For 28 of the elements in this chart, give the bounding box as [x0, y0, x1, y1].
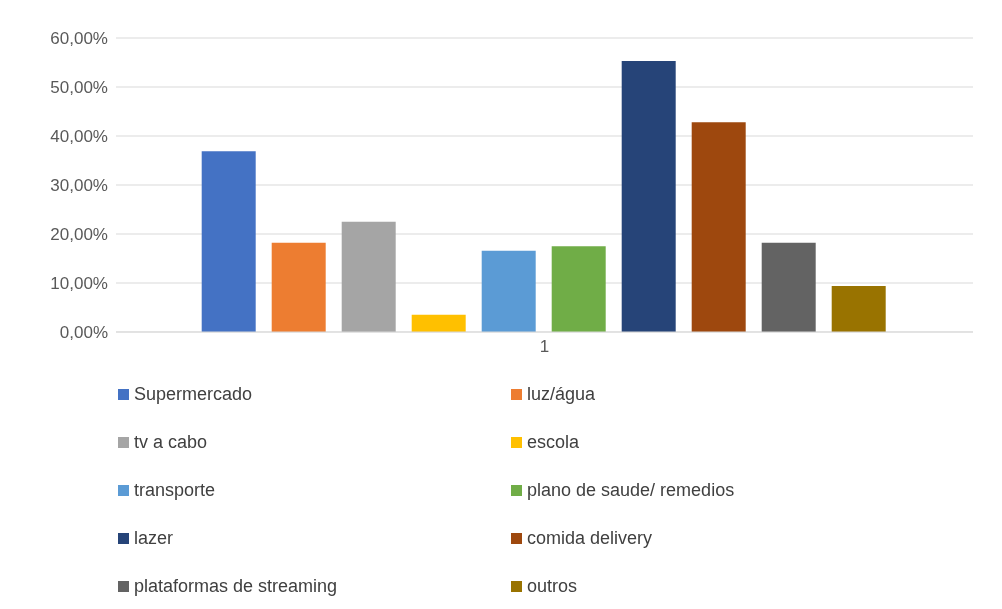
y-tick-label: 40,00%: [50, 127, 108, 147]
legend-label: Supermercado: [134, 383, 253, 405]
bar: [761, 242, 816, 332]
legend-label: comida delivery: [527, 527, 653, 549]
legend-label: outros: [527, 575, 578, 597]
y-tick-label: 0,00%: [59, 323, 108, 343]
legend-label: transporte: [134, 479, 216, 501]
bar: [551, 246, 606, 332]
bar: [341, 221, 396, 332]
y-tick-label: 20,00%: [50, 225, 108, 245]
bar: [621, 61, 676, 332]
y-tick-label: 50,00%: [50, 78, 108, 98]
bar: [831, 285, 886, 332]
y-tick-label: 10,00%: [50, 274, 108, 294]
y-tick-label: 30,00%: [50, 176, 108, 196]
legend-label: escola: [527, 431, 580, 453]
bar: [271, 242, 326, 332]
legend-label: plataformas de streaming: [134, 575, 338, 597]
legend-label: luz/água: [527, 383, 596, 405]
x-tick-label: 1: [539, 337, 550, 357]
bar: [411, 314, 466, 332]
bar: [481, 250, 536, 332]
legend-label: tv a cabo: [134, 431, 208, 453]
bar: [201, 151, 256, 332]
bar: [691, 122, 746, 332]
y-tick-label: 60,00%: [50, 29, 108, 49]
legend-label: lazer: [134, 527, 174, 549]
legend-label: plano de saude/ remedios: [527, 479, 735, 501]
